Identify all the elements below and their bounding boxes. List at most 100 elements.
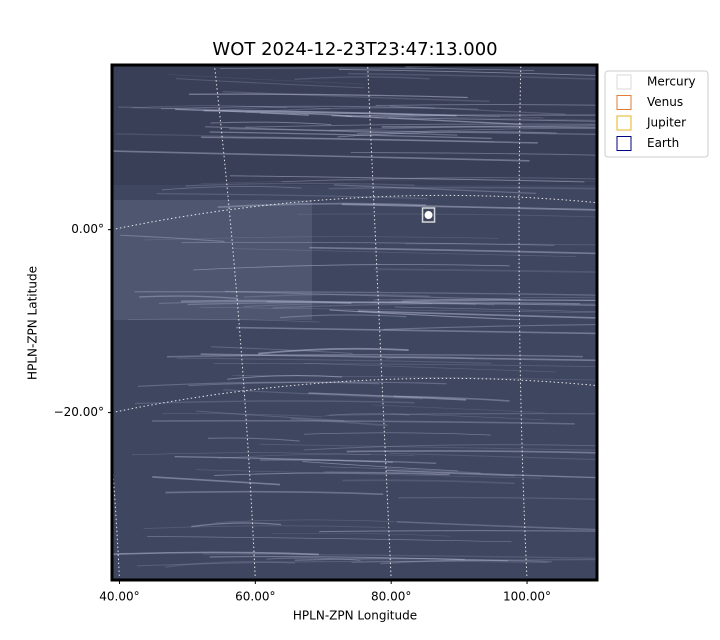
streak — [160, 105, 435, 110]
streak — [351, 559, 597, 563]
streak — [371, 301, 495, 306]
streak — [374, 115, 544, 119]
streak — [304, 362, 557, 373]
streak — [211, 346, 353, 354]
streak — [330, 124, 597, 132]
streak — [200, 179, 597, 184]
streak — [379, 559, 552, 565]
streak — [280, 314, 407, 319]
streak — [217, 453, 415, 459]
streak — [271, 532, 451, 537]
streak — [258, 347, 409, 355]
streak — [288, 113, 501, 118]
streak — [319, 466, 481, 474]
streak — [132, 105, 288, 109]
chart-title: WOT 2024-12-23T23:47:13.000 — [212, 39, 497, 60]
streak — [201, 136, 538, 144]
streak — [225, 290, 522, 301]
streak — [337, 131, 557, 138]
streak — [209, 556, 465, 561]
grid-line — [213, 65, 256, 580]
streak — [180, 299, 352, 304]
streak — [143, 525, 386, 530]
streak — [191, 522, 282, 528]
streak — [215, 519, 395, 523]
streak — [210, 121, 332, 126]
streak — [217, 106, 331, 112]
streak — [165, 490, 384, 496]
streak — [272, 302, 597, 309]
grid-line — [112, 377, 597, 414]
y-axis-label: HPLN-ZPN Latitude — [26, 266, 40, 380]
legend-label: Jupiter — [646, 116, 686, 130]
legend-swatch — [616, 136, 632, 151]
streak — [390, 296, 597, 303]
streak — [290, 417, 388, 427]
streak — [137, 381, 380, 387]
streak — [200, 353, 597, 362]
streak — [203, 109, 457, 117]
streak — [147, 536, 512, 543]
streak — [331, 114, 522, 125]
streak — [139, 295, 239, 300]
legend-swatch — [616, 95, 632, 110]
streak — [324, 413, 410, 417]
grid-line — [112, 454, 120, 580]
streak — [294, 558, 509, 562]
streak — [158, 301, 433, 304]
streak — [162, 413, 323, 418]
streak — [136, 560, 548, 567]
streak — [374, 268, 597, 273]
streak — [394, 306, 597, 313]
x-tick-label: 60.00° — [235, 590, 275, 604]
streak — [350, 152, 597, 156]
legend-label: Venus — [647, 95, 683, 109]
streak — [185, 182, 415, 187]
legend: Mercury Venus Jupiter Earth — [604, 70, 709, 158]
streak — [127, 318, 320, 323]
streak — [259, 459, 437, 465]
streak — [195, 469, 542, 479]
legend-label: Earth — [647, 136, 679, 150]
streak — [175, 78, 365, 89]
streak — [115, 133, 495, 143]
streak — [303, 432, 491, 436]
x-tick-label: 80.00° — [371, 590, 411, 604]
streak — [181, 241, 555, 246]
streak — [112, 150, 530, 162]
streak — [304, 444, 597, 451]
streak — [196, 410, 345, 422]
streak — [281, 177, 597, 183]
streak — [245, 123, 597, 128]
streak — [294, 76, 430, 81]
streak — [230, 175, 585, 183]
streak — [297, 213, 596, 218]
legend-label: Mercury — [647, 75, 696, 89]
streak — [308, 392, 467, 401]
streak — [345, 114, 597, 117]
streak — [383, 324, 597, 330]
x-tick-label: 100.00° — [503, 590, 551, 604]
streak — [324, 471, 515, 477]
streak — [166, 353, 583, 358]
x-axis-label: HPLN-ZPN Longitude — [293, 609, 417, 623]
streak — [341, 203, 597, 212]
streak — [396, 520, 597, 531]
streak — [266, 301, 597, 306]
streak — [402, 299, 597, 302]
streak — [303, 113, 597, 122]
streak — [389, 452, 597, 461]
streak — [338, 68, 597, 76]
streak — [118, 106, 414, 116]
streak — [266, 557, 361, 561]
streak — [156, 193, 428, 200]
streak — [222, 90, 490, 102]
streak — [189, 93, 468, 99]
streak — [112, 551, 319, 556]
streak — [398, 496, 597, 500]
streak — [246, 107, 479, 113]
streak — [405, 243, 597, 246]
x-tick-label: 40.00° — [99, 590, 139, 604]
legend-swatch — [616, 74, 632, 90]
streak — [188, 381, 447, 387]
